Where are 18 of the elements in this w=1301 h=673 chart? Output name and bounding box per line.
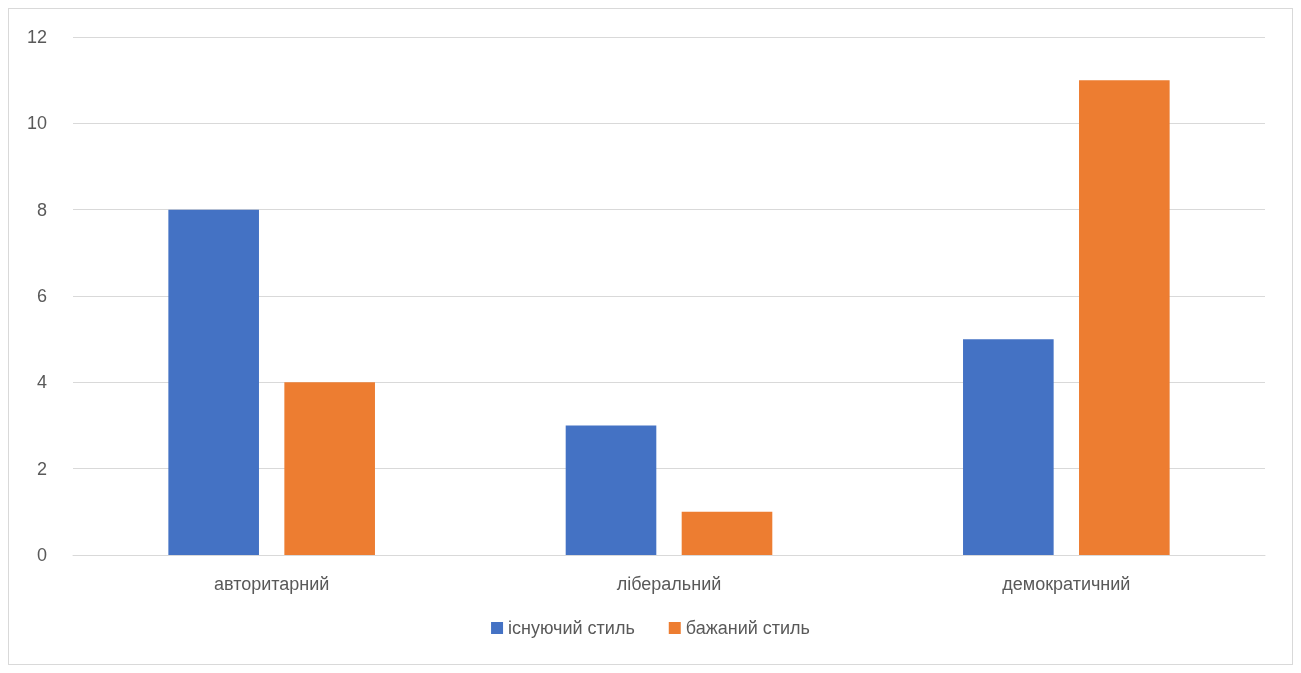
bar xyxy=(284,382,375,555)
bar xyxy=(963,339,1054,555)
x-tick-label: ліберальний xyxy=(616,574,722,594)
y-tick-label: 2 xyxy=(36,458,47,479)
x-tick-label: авторитарний xyxy=(213,574,330,594)
bar xyxy=(565,425,657,555)
bar xyxy=(681,511,773,555)
y-tick-label: 12 xyxy=(26,27,47,47)
y-tick-label: 0 xyxy=(36,545,47,565)
legend-label: бажаний стиль xyxy=(685,618,810,638)
y-tick-label: 4 xyxy=(36,372,47,393)
bar xyxy=(168,209,259,555)
bar xyxy=(1079,80,1170,555)
legend-label: існуючий стиль xyxy=(508,618,635,638)
x-tick-label: демократичний xyxy=(1002,574,1131,594)
y-tick-label: 10 xyxy=(26,113,47,134)
y-tick-label: 6 xyxy=(36,286,47,306)
y-tick-label: 8 xyxy=(36,199,47,220)
